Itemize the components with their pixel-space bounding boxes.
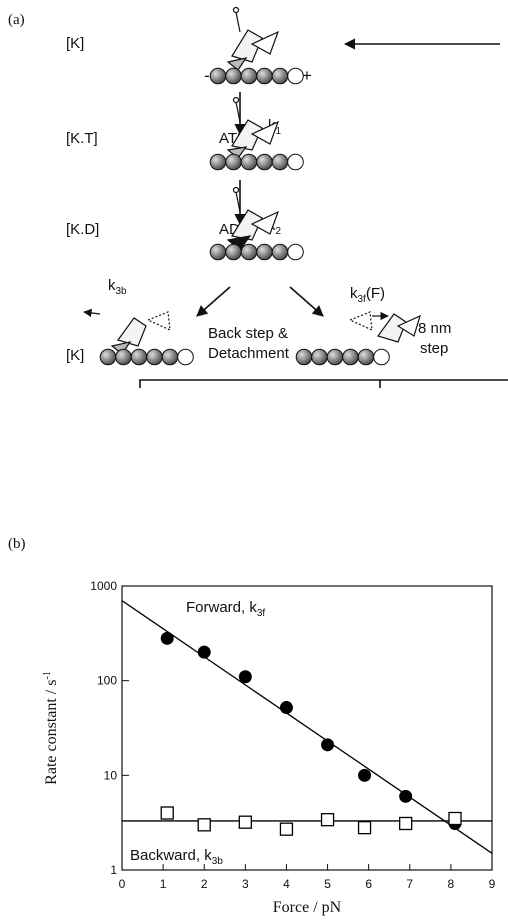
plus-end: + (302, 66, 312, 85)
y-tick-label: 1000 (90, 579, 117, 593)
tubulin (326, 348, 344, 366)
tubulin (311, 348, 328, 366)
y-tick-label: 10 (104, 768, 118, 782)
data-point (238, 670, 252, 684)
data-point (321, 738, 335, 752)
data-point (238, 815, 252, 829)
x-tick-label: 1 (160, 877, 167, 891)
x-tick-label: 3 (242, 877, 249, 891)
arrows (139, 38, 508, 388)
tubulin (130, 348, 148, 366)
tubulin (256, 67, 273, 85)
tubulin (295, 348, 313, 366)
tubulin (256, 243, 273, 261)
tubulin (225, 67, 242, 85)
y-tick-label: 1 (110, 863, 117, 877)
fit-line (121, 600, 493, 854)
data-point (197, 645, 211, 659)
step-label: 8 nm (418, 320, 451, 337)
x-axis-label: Force / pN (273, 899, 342, 916)
x-tick-label: 0 (119, 877, 126, 891)
tubulin (209, 243, 227, 261)
tubulin (225, 243, 242, 261)
tubulin (240, 153, 258, 171)
state-label: [K] (66, 35, 84, 52)
data-point (358, 768, 372, 782)
tubulin (161, 348, 179, 366)
tubulin (209, 67, 227, 85)
tubulin (115, 348, 132, 366)
tubulin (342, 348, 359, 366)
step-label: step (420, 340, 448, 357)
step-label: Detachment (208, 345, 290, 362)
data-point (399, 816, 413, 831)
tubulin (287, 153, 304, 171)
panel-label: (a) (8, 12, 25, 28)
data-point (399, 789, 413, 803)
x-tick-label: 9 (489, 877, 496, 891)
x-tick-label: 7 (406, 877, 413, 891)
minus-end: - (204, 66, 210, 85)
x-tick-label: 5 (324, 877, 331, 891)
data-point (279, 822, 294, 836)
x-tick-label: 8 (448, 877, 455, 891)
rate-label: k3b (108, 277, 127, 297)
tubulin (271, 243, 289, 261)
tubulin (256, 153, 273, 171)
chart: (b) Force / pN Rate constant / s-1 Forwa… (8, 536, 496, 916)
annotation: Backward, k3b (130, 847, 223, 867)
y-axis-label: Rate constant / s-1 (42, 671, 60, 785)
state-label: [K.D] (66, 221, 99, 238)
tubulin (373, 348, 390, 366)
tubulin (240, 243, 258, 261)
state-label: [K.T] (66, 130, 98, 147)
data-point (279, 701, 293, 715)
x-tick-label: 4 (283, 877, 290, 891)
state-label: [K] (66, 347, 84, 364)
tubulin (271, 153, 289, 171)
annotation: Forward, k3f (186, 599, 265, 619)
data-point (160, 806, 174, 820)
plot-frame (121, 585, 493, 871)
microtubules (99, 67, 390, 366)
motor-icons (83, 6, 421, 355)
tubulin (177, 348, 194, 366)
tubulin (271, 67, 289, 85)
tubulin (287, 243, 304, 261)
y-tick-label: 100 (97, 674, 117, 688)
panel-label: (b) (8, 536, 26, 552)
data-point (448, 811, 462, 826)
step-label: Back step & (208, 325, 288, 342)
tubulin (225, 153, 242, 171)
tubulin (287, 67, 304, 85)
tubulin (240, 67, 258, 85)
tubulin (209, 153, 227, 171)
tubulin (357, 348, 375, 366)
tubulin (99, 348, 117, 366)
data-point (160, 631, 174, 645)
scheme: (a) [K] [K.T] [K.D] [K] - + ATP ADP k1 k… (8, 6, 508, 388)
x-tick-label: 2 (201, 877, 208, 891)
tubulin (146, 348, 163, 366)
data-point (197, 818, 211, 832)
data-point (320, 813, 335, 827)
data-point (357, 821, 372, 835)
x-tick-label: 6 (365, 877, 372, 891)
rate-label: k3f(F) (350, 285, 385, 305)
